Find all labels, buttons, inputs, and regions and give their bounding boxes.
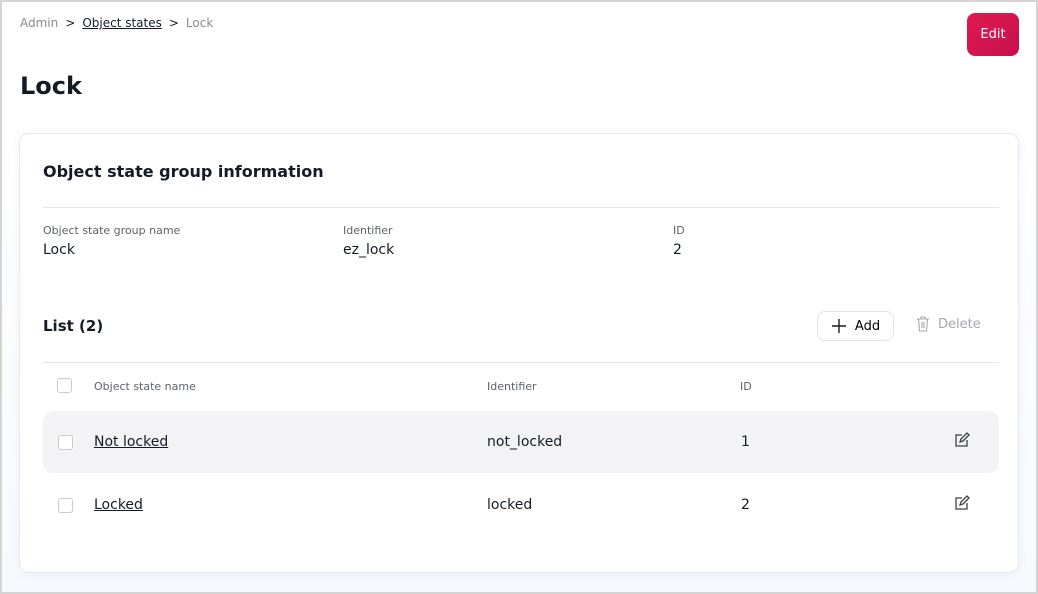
state-name-link[interactable]: Not locked xyxy=(94,434,169,450)
object-state-group-card: Object state group information Object st… xyxy=(19,133,1019,573)
state-id: 1 xyxy=(741,434,750,450)
delete-button[interactable]: Delete xyxy=(916,316,981,332)
header-id: ID xyxy=(740,380,752,393)
edit-icon[interactable] xyxy=(954,495,970,515)
divider xyxy=(43,362,999,363)
table-row: Locked locked 2 xyxy=(43,474,999,536)
breadcrumb-object-states[interactable]: Object states xyxy=(82,16,162,30)
state-identifier: not_locked xyxy=(487,434,563,450)
field-label: ID xyxy=(673,224,685,237)
field-label: Identifier xyxy=(343,224,393,237)
list-title: List (2) xyxy=(43,317,104,335)
breadcrumb-separator: > xyxy=(65,16,76,30)
header-name: Object state name xyxy=(94,380,196,393)
select-all-checkbox[interactable] xyxy=(57,378,72,393)
add-label: Add xyxy=(854,318,881,334)
field-group-name: Object state group name Lock xyxy=(43,224,180,258)
breadcrumb: Admin > Object states > Lock xyxy=(20,16,213,30)
plus-icon xyxy=(831,319,846,333)
state-id: 2 xyxy=(741,497,750,513)
field-value: 2 xyxy=(673,242,682,258)
field-value: Lock xyxy=(43,242,75,258)
header-identifier: Identifier xyxy=(487,380,537,393)
breadcrumb-admin[interactable]: Admin xyxy=(20,16,59,30)
table-row: Not locked not_locked 1 xyxy=(43,411,999,473)
delete-label: Delete xyxy=(938,316,981,332)
state-identifier: locked xyxy=(487,497,533,513)
breadcrumb-current: Lock xyxy=(185,16,214,30)
breadcrumb-separator: > xyxy=(168,16,179,30)
state-name-link[interactable]: Locked xyxy=(94,497,143,513)
row-checkbox[interactable] xyxy=(58,498,73,513)
add-button[interactable]: Add xyxy=(817,311,894,341)
field-id: ID 2 xyxy=(673,224,685,258)
field-label: Object state group name xyxy=(43,224,181,237)
trash-icon xyxy=(917,316,929,332)
edit-icon[interactable] xyxy=(954,432,970,452)
divider xyxy=(43,207,999,208)
field-identifier: Identifier ez_lock xyxy=(343,224,394,258)
page-title: Lock xyxy=(20,72,82,100)
edit-button[interactable]: Edit xyxy=(967,13,1019,56)
field-value: ez_lock xyxy=(343,242,395,258)
section-title: Object state group information xyxy=(43,162,324,181)
row-checkbox[interactable] xyxy=(58,435,73,450)
